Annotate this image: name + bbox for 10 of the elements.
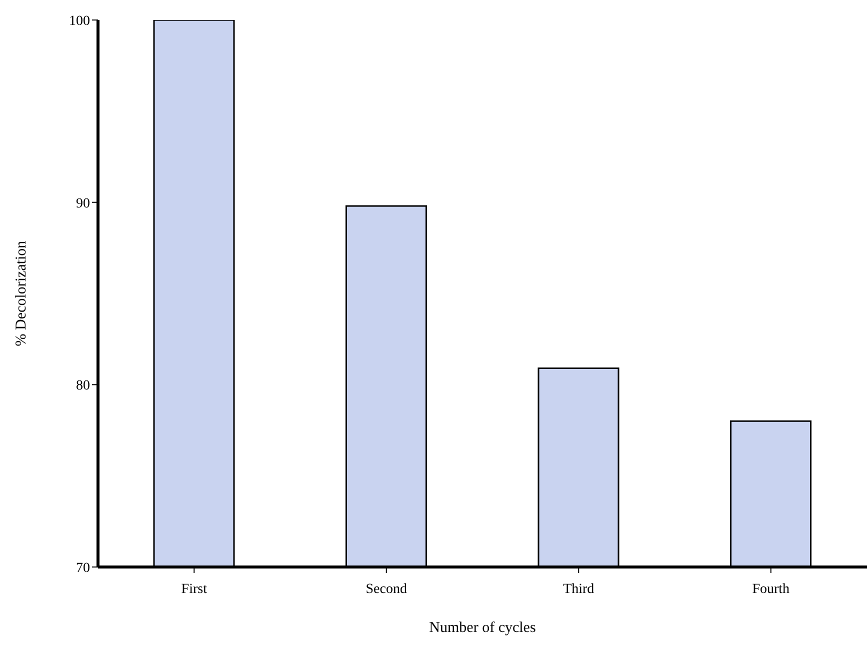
x-tick-label: Third <box>563 582 594 597</box>
y-axis-title: % Decolorization <box>13 240 30 346</box>
y-tick-label: 90 <box>76 196 90 212</box>
x-axis-title: Number of cycles <box>429 620 536 636</box>
x-tick-label: Fourth <box>752 582 790 597</box>
x-tick-label: First <box>181 582 208 597</box>
x-tick-label: Second <box>366 582 407 597</box>
y-tick-label: 100 <box>69 14 90 29</box>
y-tick-label: 80 <box>76 378 90 394</box>
y-tick-label: 70 <box>76 560 90 576</box>
